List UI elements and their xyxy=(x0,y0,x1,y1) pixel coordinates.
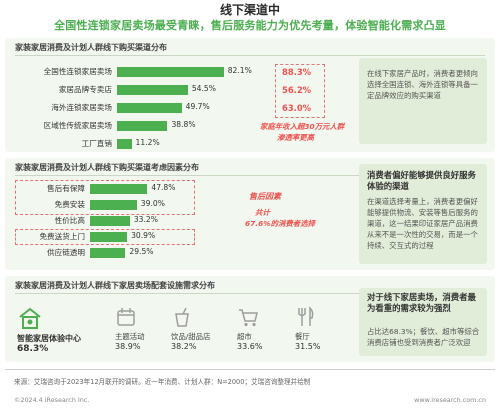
footer-divider xyxy=(5,369,495,370)
facility-label: 主题活动 xyxy=(115,332,145,341)
bar-category-label: 免费送货上门 xyxy=(39,232,85,241)
smart-home-icon xyxy=(19,307,41,329)
facility-panel: 家装家居消费及计划人群线下家居卖场配套设施需求分布 智能家居体验中心 68.3%… xyxy=(5,276,495,362)
page-subtitle: 全国性连锁家居卖场最受青睐，售后服务能力为优先考量，体验智能化需求凸显 xyxy=(54,19,446,32)
bar-value-label: 47.8% xyxy=(151,183,176,192)
bar xyxy=(90,232,128,242)
highlight-value-2: 56.2% xyxy=(282,85,312,95)
channel-panel: 家装家居消费及计划人群线下购买渠道分布 88.3% 56.2% 63.0% 家庭… xyxy=(5,38,495,152)
facility-item-supermarket: 超市 33.6% xyxy=(237,306,305,351)
bar-category-label: 全国性连锁家居卖场 xyxy=(43,67,112,76)
facility-value: 33.6% xyxy=(237,342,263,351)
after-sales-frame xyxy=(15,180,195,215)
facility-insight-box: 对于线下家居卖场，消费者最为看重的需求较为强烈 占比达68.3%；餐饮、超市等综… xyxy=(359,288,487,356)
page-title: 线下渠道中 xyxy=(219,3,280,17)
bar-value-label: 11.2% xyxy=(135,138,160,147)
footer-source: 来源：艾瑞咨询于2023年12月联开的调研。近一年消费、计划人群：N=2000；… xyxy=(14,378,311,386)
bar-value-label: 33.2% xyxy=(133,215,158,224)
facility-label: 超市 xyxy=(237,332,252,341)
facility-item-food: 饮品/甜品店 38.2% xyxy=(171,306,239,351)
factor-panel: 家装家居消费及计划人群线下购买渠道考虑因素分布 售后因素 共计 67.6%的消费… xyxy=(5,158,495,270)
facility-value: 38.2% xyxy=(171,342,197,351)
after-sales-note-line2: 共计 xyxy=(255,208,270,217)
facility-insight-title: 对于线下家居卖场，消费者最为看重的需求较为强烈 xyxy=(367,292,476,313)
income-note-line2: 渗透率更高 xyxy=(277,133,314,142)
bar-category-label: 供应链透明 xyxy=(47,248,85,257)
channel-insight-box: 在线下家居产品时，消费者更倾向选择全国连锁、海外连锁等具备一定品牌效应的购买渠道 xyxy=(359,58,487,144)
bar-category-label: 工厂直销 xyxy=(81,139,112,148)
bar-category-label: 家居品牌专卖店 xyxy=(58,85,112,94)
food-icon xyxy=(175,307,189,327)
footer-copyright: ©2024.4 iResearch Inc. xyxy=(14,396,90,404)
divider xyxy=(15,55,485,56)
supermarket-icon xyxy=(239,309,258,327)
bar-category-label: 售后有保障 xyxy=(47,184,85,193)
facility-label: 饮品/甜品店 xyxy=(171,332,211,341)
factor-insight-title: 消费者偏好能够提供良好服务体验的渠道 xyxy=(367,170,476,191)
bar xyxy=(117,85,188,95)
after-sales-note-line1: 售后因素 xyxy=(249,192,281,201)
facility-item-smart-home: 智能家居体验中心 68.3% xyxy=(17,306,113,354)
facility-label: 餐厅 xyxy=(295,332,310,341)
factor-panel-title: 家装家居消费及计划人群线下购买渠道考虑因素分布 xyxy=(15,163,199,172)
bar xyxy=(90,248,126,258)
restaurant-icon xyxy=(298,306,314,326)
delivery-frame xyxy=(15,229,195,245)
highlight-frame xyxy=(275,64,325,118)
facility-value: 38.9% xyxy=(115,342,141,351)
activity-icon xyxy=(117,308,135,326)
facility-panel-title: 家装家居消费及计划人群线下家居卖场配套设施需求分布 xyxy=(15,281,215,290)
factor-insight-box: 消费者偏好能够提供良好服务体验的渠道 在渠道选择考量上，消费者更偏好能够提供物流… xyxy=(359,164,487,264)
highlight-value-3: 63.0% xyxy=(282,103,312,113)
facility-value: 68.3% xyxy=(17,344,49,354)
bar xyxy=(90,200,137,210)
facility-item-activity: 主题活动 38.9% xyxy=(115,306,183,351)
facility-insight-text: 占比达68.3%；餐饮、超市等综合消费店铺也受到消费者广泛欢迎 xyxy=(367,327,480,347)
bar-value-label: 30.9% xyxy=(131,231,156,240)
bar xyxy=(90,216,130,226)
bar-value-label: 29.5% xyxy=(129,247,154,256)
bar-value-label: 82.1% xyxy=(227,66,252,75)
bar xyxy=(117,139,132,149)
factor-insight-text: 在渠道选择考量上，消费者更偏好能够提供物流、安装等售后服务的渠道，这一结果印证家… xyxy=(367,197,478,250)
facility-label: 智能家居体验中心 xyxy=(17,334,81,343)
bar-category-label: 海外连锁家居卖场 xyxy=(51,103,112,112)
bar xyxy=(117,67,224,77)
footer-website: www.iresearch.com.cn xyxy=(414,396,486,404)
bar-value-label: 49.7% xyxy=(185,102,210,111)
bar-value-label: 54.5% xyxy=(191,84,216,93)
facility-item-restaurant: 餐厅 31.5% xyxy=(295,306,363,351)
facility-value: 31.5% xyxy=(295,342,321,351)
highlight-value-1: 88.3% xyxy=(282,67,312,77)
after-sales-note-line3: 67.6%的消费者选择 xyxy=(245,219,315,228)
bar-category-label: 性价比高 xyxy=(54,216,85,225)
bar-category-label: 区域性传统家居卖场 xyxy=(43,121,112,130)
channel-insight-text: 在线下家居产品时，消费者更倾向选择全国连锁、海外连锁等具备一定品牌效应的购买渠道 xyxy=(367,69,478,100)
bar-value-label: 39.0% xyxy=(140,199,165,208)
bar-value-label: 38.8% xyxy=(171,120,196,129)
bar xyxy=(90,184,148,194)
income-note-line1: 家庭年收入超30万元人群 xyxy=(260,122,345,131)
bar xyxy=(117,121,168,131)
divider xyxy=(15,293,485,294)
channel-panel-title: 家装家居消费及计划人群线下购买渠道分布 xyxy=(15,43,167,52)
page-header: 线下渠道中 全国性连锁家居卖场最受青睐，售后服务能力为优先考量，体验智能化需求凸… xyxy=(0,0,500,34)
divider xyxy=(15,175,485,176)
bar xyxy=(117,103,182,113)
bar-category-label: 免费安装 xyxy=(54,200,85,209)
